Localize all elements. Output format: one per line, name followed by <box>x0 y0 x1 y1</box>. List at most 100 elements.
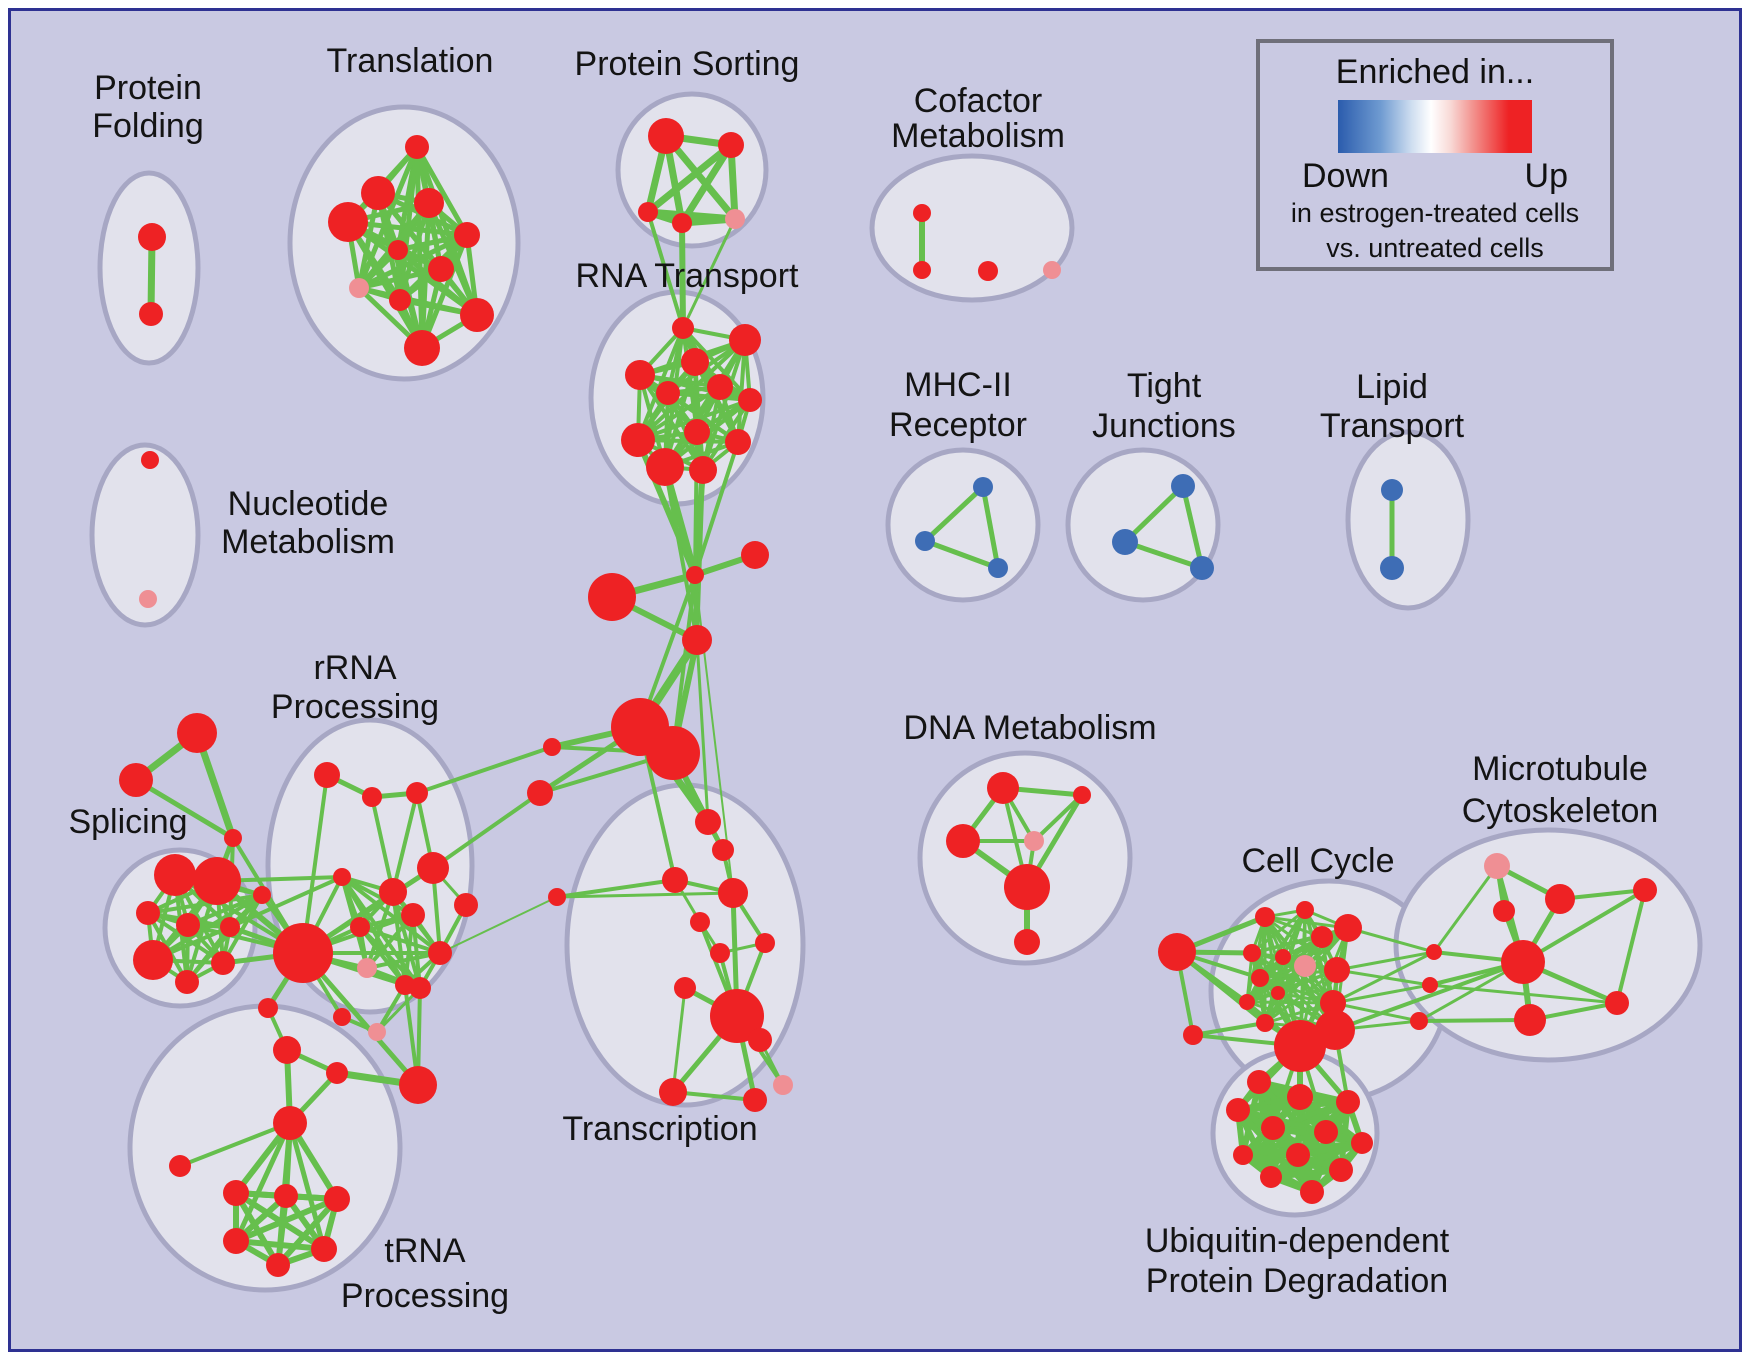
network-node-m4 <box>1501 940 1545 984</box>
network-node-d5 <box>1004 864 1050 910</box>
network-node-r1 <box>741 541 769 569</box>
network-node-hc2 <box>273 1036 301 1064</box>
network-edge <box>1346 926 1436 954</box>
network-edge <box>287 1120 327 1252</box>
network-edge <box>1335 968 1432 987</box>
network-edge <box>186 893 264 927</box>
cluster-label-mhc-ii-receptor: MHC-II Receptor <box>889 366 1027 444</box>
network-node-hc1 <box>258 998 278 1018</box>
network-node-rr8 <box>357 958 377 978</box>
network-edge <box>681 217 737 330</box>
network-node-tl7 <box>428 256 454 282</box>
network-node-s1 <box>154 854 196 896</box>
network-node-s5 <box>220 917 240 937</box>
network-edge <box>419 232 470 351</box>
network-node-s3 <box>136 901 160 925</box>
network-node-rn7 <box>656 381 680 405</box>
network-node-u5 <box>1261 1116 1285 1140</box>
network-node-hx3 <box>324 1186 350 1212</box>
network-node-tl9 <box>389 289 411 311</box>
network-node-u10 <box>1329 1158 1353 1182</box>
network-node-rr4 <box>333 868 351 886</box>
network-node-rr15 <box>454 893 478 917</box>
network-node-th <box>710 989 764 1043</box>
network-node-m3 <box>1493 900 1515 922</box>
network-node-t11 <box>743 1088 767 1112</box>
network-node-rn11 <box>646 448 684 486</box>
network-node-u2 <box>1287 1084 1313 1110</box>
network-node-tl11 <box>404 330 440 366</box>
network-node-rr14 <box>417 852 449 884</box>
network-node-rr10 <box>333 1008 351 1026</box>
network-node-rr2 <box>362 787 382 807</box>
network-node-cf1 <box>913 204 931 222</box>
network-edge <box>638 373 705 472</box>
network-edge <box>146 893 264 915</box>
network-node-u1 <box>1247 1070 1271 1094</box>
network-node-rr11 <box>368 1023 386 1041</box>
network-node-ps1 <box>648 118 684 154</box>
network-node-d2 <box>1073 786 1091 804</box>
legend-up-label: Up <box>1524 156 1568 195</box>
network-node-b3 <box>1410 1012 1428 1030</box>
network-edge <box>644 141 735 216</box>
network-edge <box>1521 888 1647 964</box>
network-node-hx2 <box>274 1184 298 1208</box>
network-node-nm1 <box>141 451 159 469</box>
network-node-rr3 <box>406 782 428 804</box>
network-edge <box>1335 950 1436 972</box>
network-edge <box>358 925 442 955</box>
network-node-rr13 <box>409 977 431 999</box>
network-node-c1 <box>1255 907 1275 927</box>
network-node-t6 <box>755 933 775 953</box>
network-node-tr2 <box>119 763 153 797</box>
network-node-rr12 <box>428 941 452 965</box>
cluster-label-ubiquitin-degradation: Ubiquitin-dependent Protein Degradation <box>1145 1222 1450 1300</box>
network-edge <box>555 878 677 899</box>
network-node-u11 <box>1260 1166 1282 1188</box>
network-node-t2 <box>712 839 734 861</box>
cluster-label-trna-processing: tRNA Processing <box>341 1232 509 1315</box>
network-node-rr7 <box>350 917 370 937</box>
cluster-label-splicing: Splicing <box>68 803 187 841</box>
cluster-label-protein-sorting: Protein Sorting <box>575 45 800 83</box>
network-node-rn5 <box>707 374 733 400</box>
network-node-ps5 <box>725 209 745 229</box>
network-node-fj <box>527 780 553 806</box>
cluster-labels-layer: Protein Folding Translation Protein Sorting… <box>68 42 1658 1315</box>
network-node-tl5 <box>454 222 480 248</box>
network-node-hb <box>646 726 700 780</box>
network-node-m2 <box>1545 884 1575 914</box>
legend-gradient-bar <box>1338 100 1532 153</box>
network-edge <box>365 951 442 970</box>
network-edge <box>1191 1021 1267 1037</box>
network-edge <box>678 141 735 227</box>
network-node-lp1 <box>1381 479 1403 501</box>
network-edge <box>666 391 740 444</box>
network-node-b1 <box>1426 944 1442 960</box>
network-edge <box>415 745 554 795</box>
network-edge <box>555 891 735 899</box>
cluster-ellipse-nucleotide-metabolism <box>89 442 201 628</box>
cluster-label-rna-transport: RNA Transport <box>576 257 800 295</box>
network-node-c12 <box>1320 990 1346 1016</box>
network-node-c2 <box>1296 901 1314 919</box>
network-node-pf1 <box>138 223 166 251</box>
network-node-rn3 <box>681 348 709 376</box>
network-edge <box>736 338 747 444</box>
network-node-cf4 <box>1043 261 1061 279</box>
cluster-ellipse-mhc-ii-receptor <box>885 447 1041 603</box>
network-node-c0 <box>1158 933 1196 971</box>
network-node-d1 <box>987 772 1019 804</box>
network-edge <box>431 791 542 870</box>
legend-caption-line2: vs. untreated cells <box>1326 233 1544 264</box>
network-node-t10 <box>659 1078 687 1106</box>
network-node-d6 <box>1014 929 1040 955</box>
network-edge <box>693 430 699 577</box>
network-node-ps4 <box>672 213 692 233</box>
network-node-trh <box>273 1106 307 1140</box>
network-node-c3 <box>1334 914 1362 942</box>
network-node-s9 <box>253 886 271 904</box>
network-edge <box>693 440 740 577</box>
